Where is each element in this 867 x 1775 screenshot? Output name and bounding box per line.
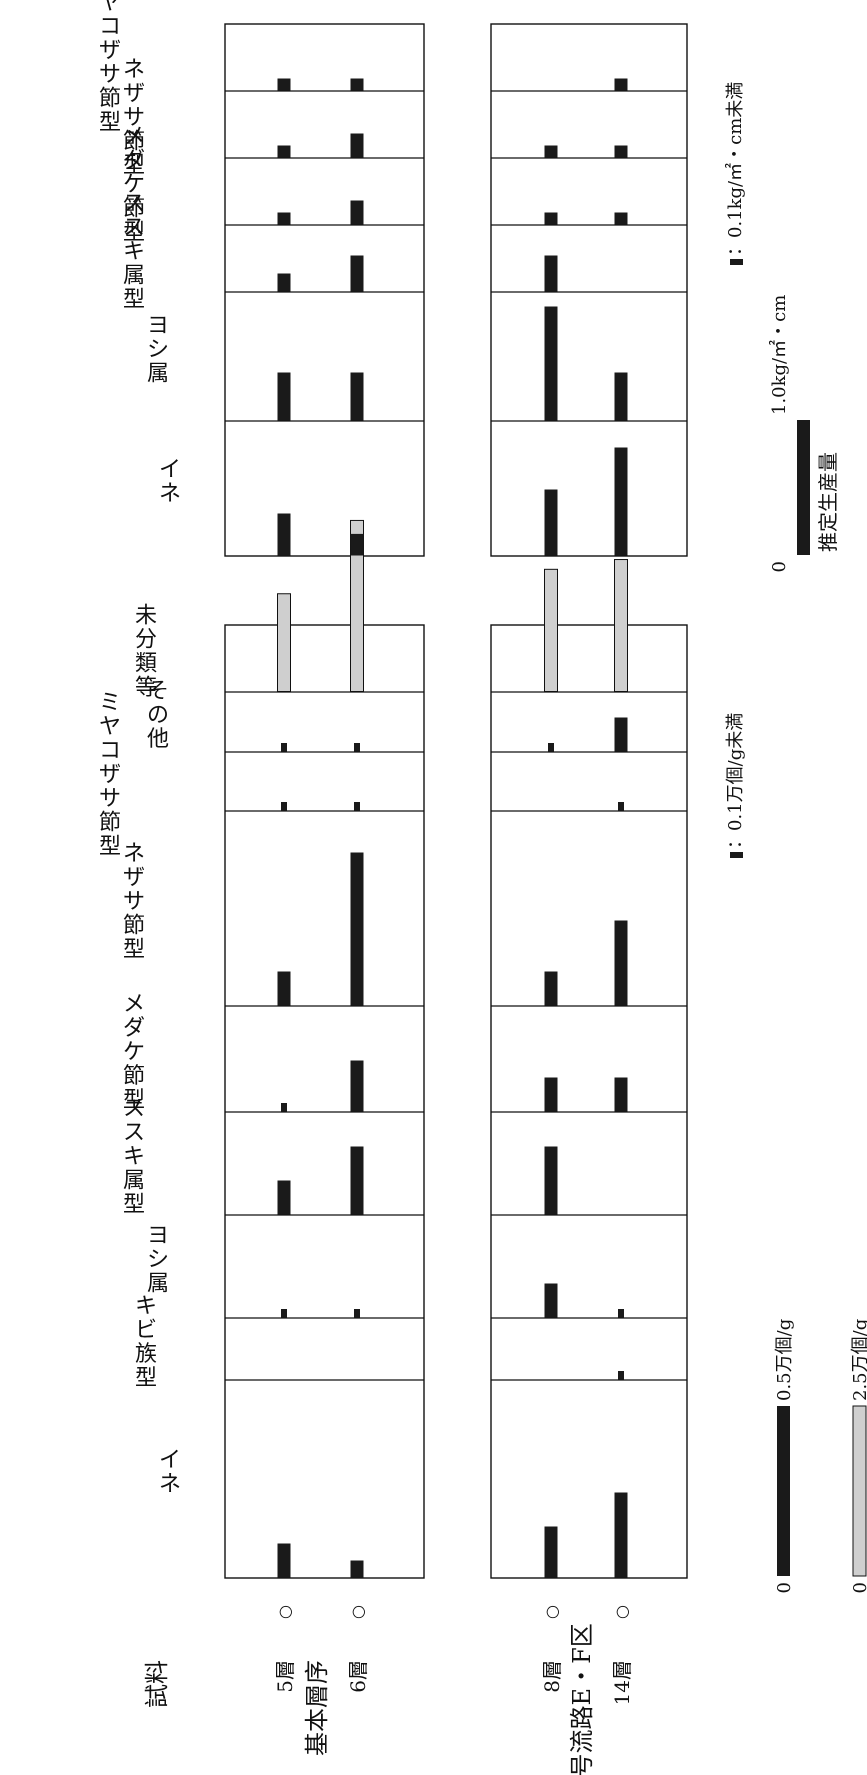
phytolith-bar bbox=[544, 1283, 558, 1318]
production-bar bbox=[277, 372, 291, 421]
production-bar bbox=[350, 533, 364, 556]
phytolith-bar bbox=[350, 852, 364, 1006]
phytolith-bar bbox=[544, 971, 558, 1006]
scale-label-gray: 2.5万個/g bbox=[850, 1319, 867, 1401]
phytolith-bar bbox=[614, 1077, 628, 1112]
phytolith-bar bbox=[544, 568, 558, 692]
production-bar bbox=[614, 372, 628, 421]
production-panel-1 bbox=[224, 23, 425, 557]
sample-label: 8層 bbox=[540, 1660, 564, 1693]
production-category-label: イネ bbox=[159, 458, 181, 507]
phytolith-category-label: ヨシ属 bbox=[147, 1224, 169, 1297]
production-bar bbox=[277, 212, 291, 225]
production-bar bbox=[350, 78, 364, 91]
phytolith-category-label: ネザサ節型 bbox=[123, 842, 145, 963]
phytolith-bar bbox=[618, 802, 624, 811]
production-bar bbox=[277, 78, 291, 91]
phytolith-category-label: ススキ属型 bbox=[123, 1097, 145, 1218]
phytolith-bar bbox=[277, 1180, 291, 1215]
production-bar bbox=[350, 200, 364, 225]
production-panel-2 bbox=[490, 23, 688, 557]
production-scale-max: 1.0kg/㎡・cm bbox=[768, 295, 790, 415]
phytolith-bar bbox=[281, 802, 287, 811]
phytolith-bar bbox=[614, 717, 628, 752]
phytolith-bar bbox=[350, 519, 364, 692]
sample-header: 試料 bbox=[143, 1660, 171, 1708]
phytolith-bar bbox=[544, 1526, 558, 1578]
production-bar bbox=[350, 255, 364, 292]
phytolith-bar bbox=[548, 743, 554, 752]
phytolith-category-label: ミヤコザサ節型 bbox=[99, 691, 121, 860]
sample-label: 14層 bbox=[610, 1660, 634, 1705]
sample-marker: ○ bbox=[348, 1605, 367, 1619]
sample-label: 5層 bbox=[273, 1660, 297, 1693]
phytolith-bar bbox=[354, 1309, 360, 1318]
sample-marker: ○ bbox=[275, 1605, 294, 1619]
phytolith-bar bbox=[544, 1077, 558, 1112]
production-bar bbox=[277, 513, 291, 556]
production-bar bbox=[614, 447, 628, 556]
production-category-label: ススキ属型 bbox=[123, 192, 145, 313]
production-scale-bar bbox=[797, 420, 810, 555]
sample-marker: ○ bbox=[612, 1605, 631, 1619]
production-small-note-mark bbox=[730, 259, 743, 265]
phytolith-panel-2 bbox=[490, 624, 688, 1579]
production-category-label: メダケ節型 bbox=[123, 125, 145, 246]
production-bar bbox=[544, 489, 558, 556]
production-bar bbox=[544, 212, 558, 225]
phytolith-bar bbox=[350, 1060, 364, 1112]
section-basic-label: 基本層序 bbox=[303, 1660, 331, 1756]
production-bar bbox=[614, 145, 628, 158]
scale-zero-gray: 0 bbox=[850, 1582, 867, 1593]
sample-marker: ○ bbox=[542, 1605, 561, 1619]
phytolith-bar bbox=[281, 1103, 287, 1112]
sample-label: 6層 bbox=[346, 1660, 370, 1693]
scale-label-black: 0.5万個/g bbox=[774, 1319, 795, 1401]
production-small-note-text: ：0.1kg/㎡・cm未満 bbox=[724, 82, 746, 256]
phytolith-category-label: キビ族型 bbox=[135, 1294, 157, 1391]
phytolith-bar bbox=[281, 1309, 287, 1318]
production-bar bbox=[614, 78, 628, 91]
phytolith-bar bbox=[350, 1560, 364, 1578]
phytolith-bar bbox=[354, 743, 360, 752]
section-channel-label: 3号流路E・F区 bbox=[568, 1623, 596, 1775]
production-bar bbox=[544, 145, 558, 158]
phytolith-bar bbox=[618, 1309, 624, 1318]
production-scale-zero: 0 bbox=[769, 561, 790, 572]
production-bar bbox=[350, 133, 364, 158]
scale-bar-black bbox=[777, 1406, 790, 1576]
small-note-mark bbox=[730, 852, 743, 858]
phytolith-bar bbox=[614, 559, 628, 692]
production-bar bbox=[277, 273, 291, 292]
phytolith-category-label: その他 bbox=[147, 679, 169, 752]
production-bar bbox=[350, 372, 364, 421]
phytolith-bar bbox=[354, 802, 360, 811]
small-note-text: ：0.1万個/g未満 bbox=[725, 713, 746, 849]
scale-bar-gray bbox=[852, 1405, 867, 1577]
production-bar bbox=[614, 212, 628, 225]
production-category-label: ヨシ属 bbox=[147, 314, 169, 387]
phytolith-bar bbox=[614, 920, 628, 1006]
scale-zero-black: 0 bbox=[774, 1582, 795, 1593]
phytolith-bar bbox=[614, 1492, 628, 1578]
phytolith-category-label: 未分類等 bbox=[135, 604, 157, 701]
production-bar bbox=[544, 306, 558, 421]
phytolith-bar bbox=[281, 743, 287, 752]
production-scale-title: 推定生産量 bbox=[816, 452, 840, 552]
phytolith-category-label: イネ bbox=[159, 1448, 181, 1497]
production-category-label: ネザサ節型 bbox=[123, 58, 145, 179]
phytolith-panel-1 bbox=[224, 624, 425, 1579]
production-bar bbox=[277, 145, 291, 158]
phytolith-category-label: メダケ節型 bbox=[123, 992, 145, 1113]
phytolith-bar bbox=[350, 1146, 364, 1215]
phytolith-bar bbox=[277, 971, 291, 1006]
production-category-label: ミヤコザサ節型 bbox=[99, 0, 121, 136]
phytolith-bar bbox=[277, 593, 291, 692]
phytolith-bar bbox=[544, 1146, 558, 1215]
production-bar bbox=[544, 255, 558, 292]
phytolith-bar bbox=[277, 1543, 291, 1578]
phytolith-bar bbox=[618, 1371, 624, 1380]
